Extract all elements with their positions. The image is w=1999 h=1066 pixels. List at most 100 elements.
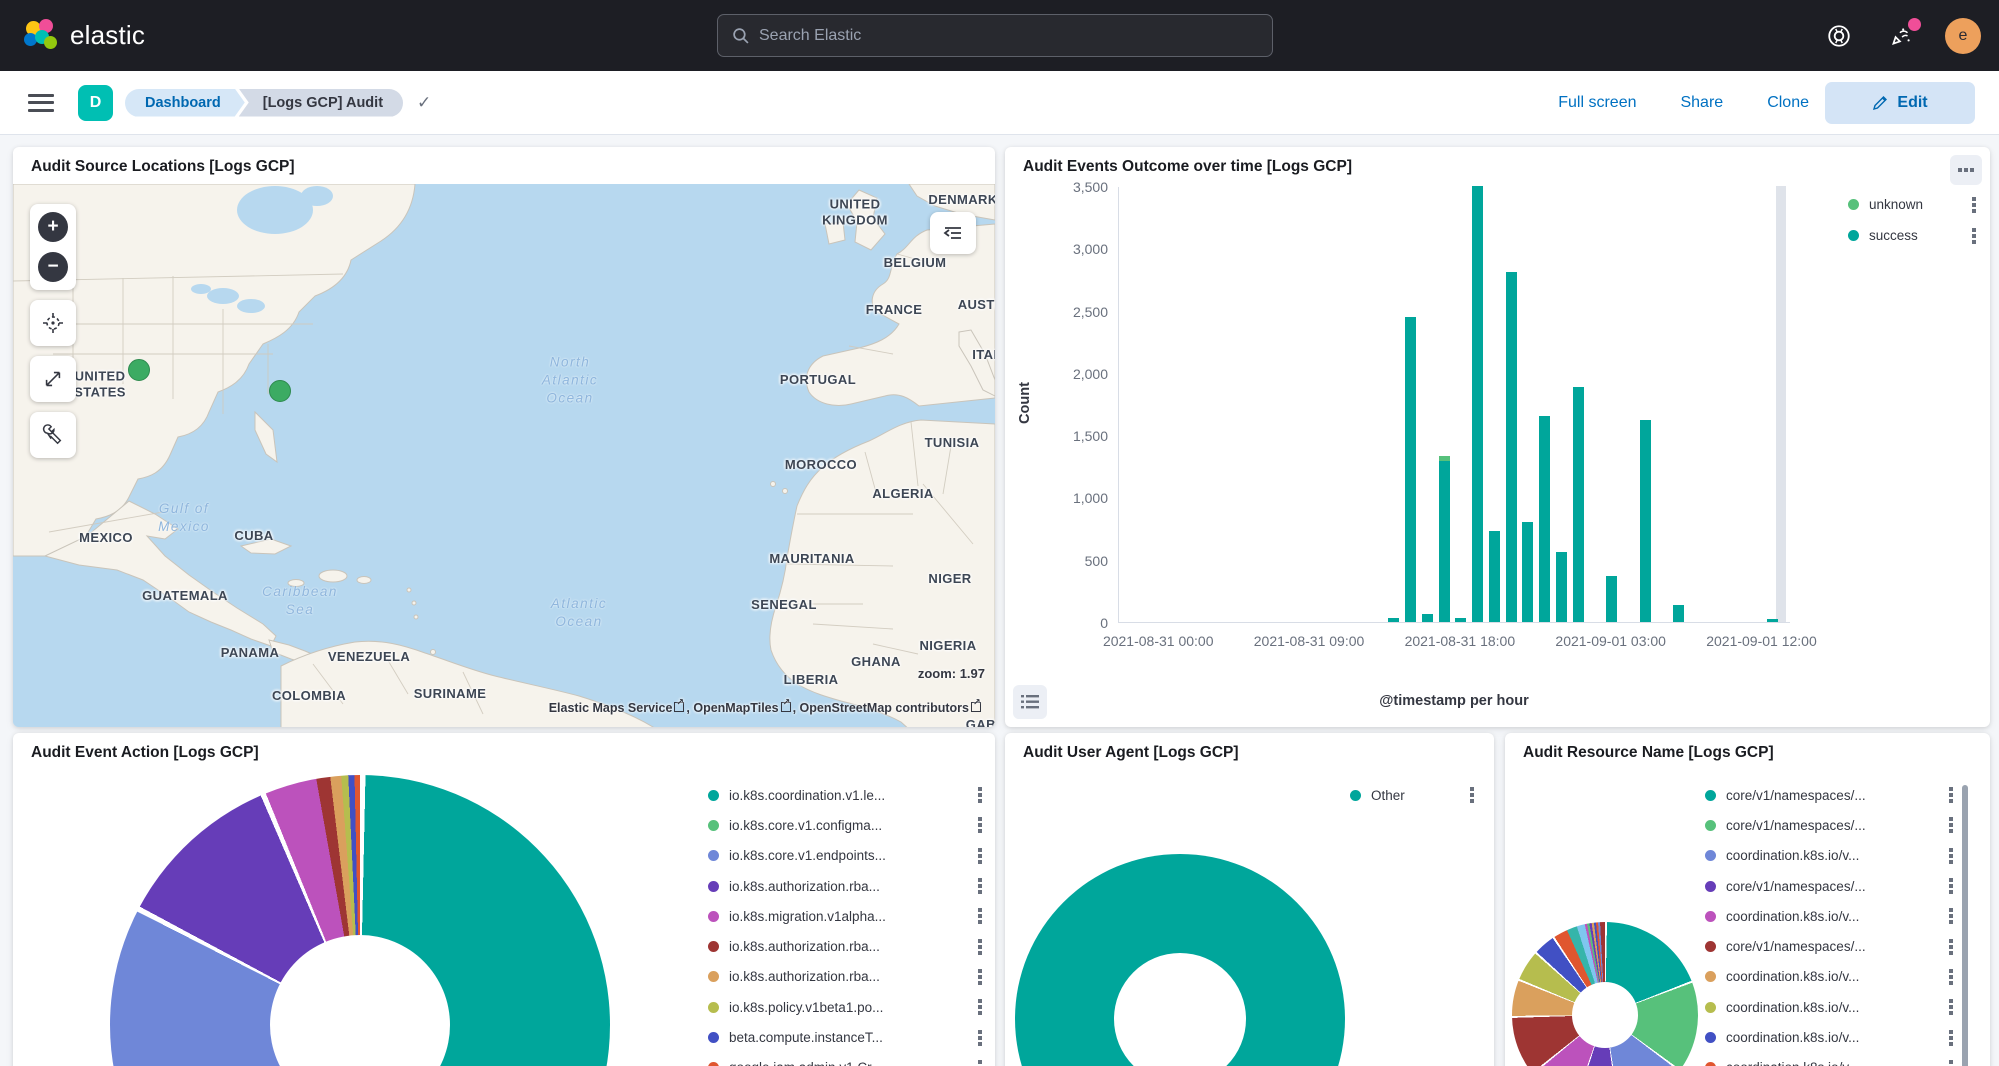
legend-item[interactable]: success: [1848, 220, 1980, 251]
panel-title[interactable]: Audit Events Outcome over time [Logs GCP…: [1005, 147, 1990, 182]
bar-success[interactable]: [1673, 605, 1684, 622]
legend-menu-icon[interactable]: [978, 848, 986, 864]
bar-success[interactable]: [1472, 186, 1483, 622]
legend-item[interactable]: io.k8s.policy.v1beta1.po...: [708, 992, 986, 1022]
share-button[interactable]: Share: [1680, 94, 1723, 112]
legend-item[interactable]: coordination.k8s.io/v...: [1705, 901, 1957, 931]
legend-menu-icon[interactable]: [1470, 787, 1478, 803]
legend-menu-icon[interactable]: [978, 1060, 986, 1066]
news-feed-icon[interactable]: [1883, 18, 1919, 54]
bar-success[interactable]: [1388, 618, 1399, 622]
attribution-link[interactable]: OpenMapTiles: [693, 701, 778, 715]
legend-item[interactable]: io.k8s.authorization.rba...: [708, 931, 986, 961]
map-canvas[interactable]: UNITED KINGDOMDENMARKBELGIUMFRANCEAUSTRI…: [13, 184, 995, 727]
toggle-legend-button[interactable]: [1013, 685, 1047, 719]
legend-item[interactable]: coordination.k8s.io/v...: [1705, 1053, 1957, 1066]
legend-item[interactable]: core/v1/namespaces/...: [1705, 810, 1957, 840]
legend-item[interactable]: core/v1/namespaces/...: [1705, 931, 1957, 961]
legend-menu-icon[interactable]: [1949, 969, 1957, 985]
full-screen-button[interactable]: Full screen: [1558, 94, 1636, 112]
legend-menu-icon[interactable]: [1949, 878, 1957, 894]
legend-menu-icon[interactable]: [1949, 939, 1957, 955]
bar-success[interactable]: [1573, 387, 1584, 622]
help-icon[interactable]: [1821, 18, 1857, 54]
legend-item[interactable]: io.k8s.authorization.rba...: [708, 962, 986, 992]
map-data-marker[interactable]: [269, 380, 291, 402]
bar-success[interactable]: [1405, 317, 1416, 622]
legend-menu-icon[interactable]: [1949, 848, 1957, 864]
legend-item[interactable]: core/v1/namespaces/...: [1705, 780, 1957, 810]
legend-menu-icon[interactable]: [1949, 1060, 1957, 1066]
legend-item[interactable]: google.iam.admin.v1.Cr...: [708, 1053, 986, 1066]
legend-menu-icon[interactable]: [1949, 817, 1957, 833]
set-view-button[interactable]: [30, 300, 76, 346]
dashboard-app-badge[interactable]: D: [78, 85, 113, 121]
expand-map-button[interactable]: [30, 356, 76, 402]
legend-menu-icon[interactable]: [1949, 908, 1957, 924]
donut-chart[interactable]: [110, 775, 610, 1066]
legend-menu-icon[interactable]: [978, 817, 986, 833]
menu-icon[interactable]: [28, 94, 54, 112]
clone-button[interactable]: Clone: [1767, 94, 1809, 112]
search-input[interactable]: Search Elastic: [717, 14, 1273, 57]
zoom-out-button[interactable]: −: [38, 252, 68, 282]
legend-item[interactable]: core/v1/namespaces/...: [1705, 871, 1957, 901]
map-data-marker[interactable]: [128, 359, 150, 381]
legend-menu-icon[interactable]: [978, 999, 986, 1015]
bar-unknown[interactable]: [1439, 456, 1450, 462]
elastic-brand[interactable]: elastic: [24, 19, 145, 53]
bar-success[interactable]: [1539, 416, 1550, 622]
edit-button[interactable]: Edit: [1825, 82, 1975, 124]
donut-chart[interactable]: [1512, 922, 1698, 1066]
bar-success[interactable]: [1455, 618, 1466, 622]
legend-menu-icon[interactable]: [978, 787, 986, 803]
panel-title[interactable]: Audit Event Action [Logs GCP]: [13, 733, 995, 768]
donut-chart[interactable]: [1015, 854, 1345, 1066]
saved-check-icon[interactable]: ✓: [417, 93, 431, 113]
panel-options-button[interactable]: [1950, 155, 1982, 185]
zoom-in-button[interactable]: +: [38, 212, 68, 242]
bar-chart[interactable]: [1118, 187, 1790, 623]
legend-menu-icon[interactable]: [978, 908, 986, 924]
map-tools-button[interactable]: [30, 412, 76, 458]
legend-item[interactable]: unknown: [1848, 189, 1980, 220]
legend-menu-icon[interactable]: [1972, 197, 1980, 213]
breadcrumb-dashboard[interactable]: Dashboard: [125, 89, 245, 117]
legend-item[interactable]: coordination.k8s.io/v...: [1705, 992, 1957, 1022]
collapse-legend-button[interactable]: [930, 212, 976, 254]
bar-success[interactable]: [1489, 531, 1500, 622]
breadcrumb-current[interactable]: [Logs GCP] Audit: [239, 89, 403, 117]
legend-item[interactable]: io.k8s.authorization.rba...: [708, 871, 986, 901]
legend-item[interactable]: coordination.k8s.io/v...: [1705, 962, 1957, 992]
bar-success[interactable]: [1556, 552, 1567, 622]
legend-menu-icon[interactable]: [1949, 1030, 1957, 1046]
legend-item[interactable]: io.k8s.coordination.v1.le...: [708, 780, 986, 810]
legend-item[interactable]: io.k8s.core.v1.configma...: [708, 810, 986, 840]
legend-menu-icon[interactable]: [978, 939, 986, 955]
legend-menu-icon[interactable]: [978, 878, 986, 894]
legend-item[interactable]: io.k8s.migration.v1alpha...: [708, 901, 986, 931]
panel-title[interactable]: Audit Source Locations [Logs GCP]: [13, 147, 995, 182]
legend-menu-icon[interactable]: [1949, 787, 1957, 803]
attribution-link[interactable]: OpenStreetMap contributors: [800, 701, 969, 715]
legend-scrollbar[interactable]: [1962, 785, 1968, 1066]
panel-title[interactable]: Audit Resource Name [Logs GCP]: [1505, 733, 1990, 768]
legend-menu-icon[interactable]: [978, 969, 986, 985]
bar-success[interactable]: [1522, 522, 1533, 622]
legend-menu-icon[interactable]: [978, 1030, 986, 1046]
user-avatar[interactable]: e: [1945, 18, 1981, 54]
legend-item[interactable]: Other: [1350, 780, 1478, 810]
bar-success[interactable]: [1606, 576, 1617, 622]
bar-success[interactable]: [1439, 461, 1450, 622]
bar-success[interactable]: [1506, 272, 1517, 622]
legend-menu-icon[interactable]: [1972, 228, 1980, 244]
attribution-link[interactable]: Elastic Maps Service: [549, 701, 673, 715]
legend-item[interactable]: beta.compute.instanceT...: [708, 1022, 986, 1052]
legend-menu-icon[interactable]: [1949, 999, 1957, 1015]
bar-success[interactable]: [1640, 420, 1651, 622]
legend-item[interactable]: coordination.k8s.io/v...: [1705, 841, 1957, 871]
bar-success[interactable]: [1422, 614, 1433, 622]
legend-item[interactable]: io.k8s.core.v1.endpoints...: [708, 841, 986, 871]
legend-item[interactable]: coordination.k8s.io/v...: [1705, 1022, 1957, 1052]
bar-success[interactable]: [1767, 619, 1778, 622]
